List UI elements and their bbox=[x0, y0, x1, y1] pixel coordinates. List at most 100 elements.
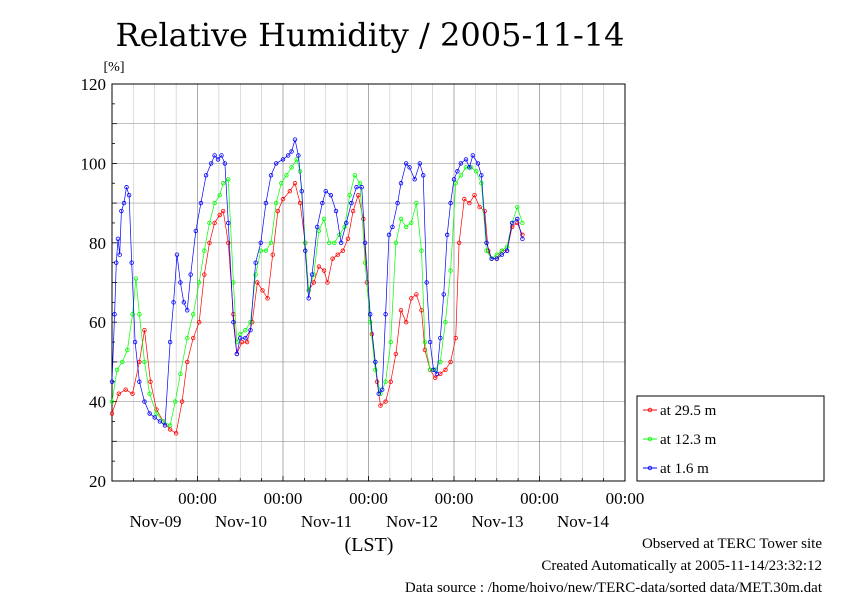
data-point bbox=[475, 161, 481, 166]
data-point bbox=[409, 296, 414, 301]
data-point bbox=[292, 181, 298, 186]
data-point bbox=[484, 248, 489, 253]
data-point bbox=[325, 280, 330, 285]
data-point bbox=[179, 399, 185, 404]
data-point bbox=[193, 228, 198, 234]
data-point bbox=[137, 379, 142, 384]
data-point bbox=[479, 173, 484, 178]
data-point bbox=[419, 248, 424, 253]
data-point bbox=[386, 232, 392, 238]
data-point bbox=[309, 272, 315, 277]
data-point bbox=[470, 153, 476, 158]
legend-swatch-point bbox=[647, 407, 653, 413]
data-point bbox=[395, 200, 400, 206]
data-point bbox=[253, 272, 258, 277]
footer-created: Created Automatically at 2005-11-14/23:3… bbox=[541, 558, 822, 574]
data-point bbox=[350, 208, 356, 214]
data-point bbox=[212, 220, 217, 226]
data-point bbox=[383, 379, 388, 384]
data-point bbox=[125, 347, 130, 353]
data-point bbox=[202, 248, 207, 253]
data-point bbox=[362, 260, 368, 265]
x-tick-date: Nov-13 bbox=[472, 512, 524, 531]
data-point bbox=[388, 339, 393, 345]
data-point bbox=[147, 391, 152, 396]
data-point bbox=[147, 411, 152, 416]
data-point bbox=[520, 236, 525, 242]
data-point bbox=[422, 339, 428, 345]
data-point bbox=[303, 248, 308, 253]
x-tick-time: 00:00 bbox=[264, 489, 303, 508]
data-point bbox=[472, 192, 477, 198]
data-point bbox=[280, 196, 286, 202]
data-point bbox=[185, 359, 190, 365]
data-point bbox=[328, 192, 334, 198]
data-point bbox=[335, 252, 340, 257]
data-point bbox=[359, 185, 364, 190]
data-point bbox=[167, 339, 173, 345]
data-point bbox=[431, 367, 436, 373]
data-point bbox=[253, 260, 258, 265]
data-point bbox=[462, 196, 467, 202]
data-point bbox=[203, 173, 209, 178]
data-point bbox=[453, 335, 458, 341]
data-point bbox=[258, 240, 263, 245]
data-point bbox=[520, 220, 525, 226]
data-point bbox=[434, 371, 440, 377]
data-point bbox=[123, 387, 128, 392]
data-point bbox=[270, 252, 275, 257]
data-point bbox=[284, 173, 289, 178]
data-point bbox=[417, 161, 422, 166]
data-point bbox=[489, 256, 494, 261]
data-point bbox=[453, 181, 458, 186]
data-point bbox=[499, 252, 505, 257]
data-point bbox=[451, 177, 457, 182]
data-point bbox=[275, 208, 281, 214]
data-point bbox=[142, 327, 147, 333]
data-point bbox=[243, 327, 248, 333]
footer-site: Observed at TERC Tower site bbox=[641, 536, 822, 552]
data-point bbox=[299, 188, 305, 194]
data-point bbox=[311, 280, 316, 285]
x-tick-time: 00:00 bbox=[349, 489, 388, 508]
data-point bbox=[226, 220, 231, 226]
data-point bbox=[373, 367, 378, 373]
data-point bbox=[448, 268, 453, 273]
series-at-12-3-m bbox=[109, 157, 525, 428]
data-point bbox=[178, 371, 183, 377]
data-point bbox=[357, 181, 363, 186]
data-point bbox=[292, 137, 298, 142]
data-point bbox=[443, 320, 448, 325]
data-point bbox=[414, 292, 419, 297]
data-point bbox=[463, 157, 469, 162]
data-point bbox=[234, 351, 240, 357]
data-point bbox=[178, 280, 183, 285]
data-point bbox=[326, 240, 332, 245]
data-point bbox=[455, 169, 460, 174]
data-point bbox=[219, 153, 224, 158]
x-axis-label: (LST) bbox=[345, 534, 394, 556]
data-point bbox=[212, 153, 217, 158]
data-point bbox=[320, 200, 325, 206]
data-point bbox=[321, 268, 327, 273]
data-point bbox=[239, 339, 245, 345]
data-point bbox=[296, 153, 301, 158]
data-point bbox=[482, 208, 487, 214]
data-point bbox=[126, 192, 132, 198]
series-line bbox=[111, 182, 523, 434]
y-tick-label: 100 bbox=[81, 154, 107, 173]
data-point bbox=[349, 200, 354, 206]
data-point bbox=[345, 236, 351, 242]
series-line bbox=[111, 158, 523, 426]
data-point bbox=[173, 431, 179, 436]
data-point bbox=[306, 288, 311, 293]
data-point bbox=[407, 165, 412, 170]
data-point bbox=[273, 161, 279, 166]
data-point bbox=[109, 379, 115, 384]
data-point bbox=[289, 165, 294, 170]
series-at-29-5-m bbox=[109, 181, 525, 436]
data-point bbox=[114, 367, 120, 373]
data-point bbox=[347, 192, 352, 198]
data-point bbox=[137, 312, 142, 317]
